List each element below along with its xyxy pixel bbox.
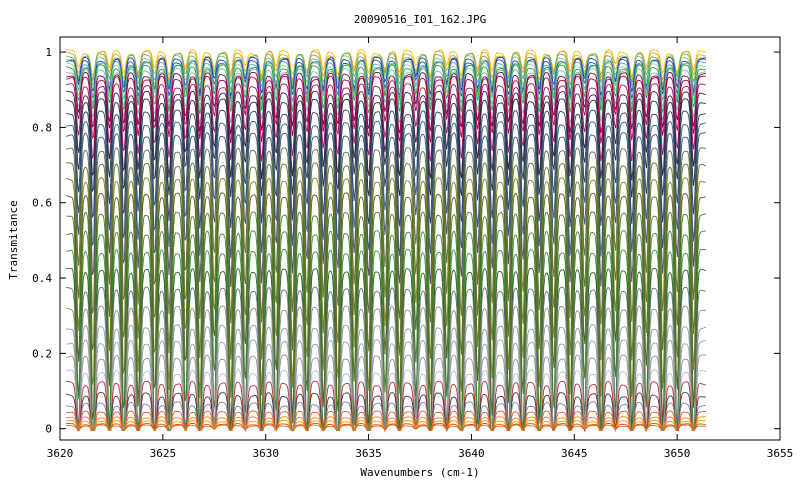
- series-line: [66, 75, 706, 144]
- x-tick-label: 3650: [664, 447, 691, 460]
- y-tick-label: 0.4: [32, 272, 52, 285]
- x-tick-label: 3630: [252, 447, 279, 460]
- x-tick-label: 3625: [150, 447, 177, 460]
- x-tick-label: 3620: [47, 447, 74, 460]
- y-tick-label: 0.6: [32, 197, 52, 210]
- series-line: [66, 132, 706, 288]
- axes-layer: 3620 3625 3630 3635 3640 3645 3650 3655 0 0.2 0.4 0…: [32, 36, 794, 460]
- x-tick-label: 3645: [561, 447, 588, 460]
- plot-frame: [59, 36, 781, 441]
- series-line: [66, 68, 707, 124]
- y-tick-label: 0.8: [32, 121, 52, 134]
- y-tick-label: 1: [45, 46, 52, 59]
- series-line: [66, 55, 707, 92]
- series-line: [66, 424, 706, 432]
- y-tick-label: 0.2: [32, 347, 52, 360]
- x-axis-label: Wavenumbers (cm-1): [360, 466, 479, 479]
- series-line: [66, 98, 706, 200]
- series-layer: [66, 49, 707, 433]
- y-axis-label: Transmitance: [7, 200, 20, 279]
- series-line: [66, 147, 707, 325]
- series-line: [66, 83, 707, 162]
- x-tick-label: 3640: [458, 447, 485, 460]
- x-tick-label: 3635: [355, 447, 382, 460]
- series-line: [66, 120, 707, 259]
- y-tick-label: 0: [45, 423, 52, 436]
- chart-title: 20090516_I01_162.JPG: [354, 13, 486, 26]
- x-tick-label: 3655: [767, 447, 794, 460]
- series-line: [66, 109, 707, 229]
- series-line: [66, 64, 706, 115]
